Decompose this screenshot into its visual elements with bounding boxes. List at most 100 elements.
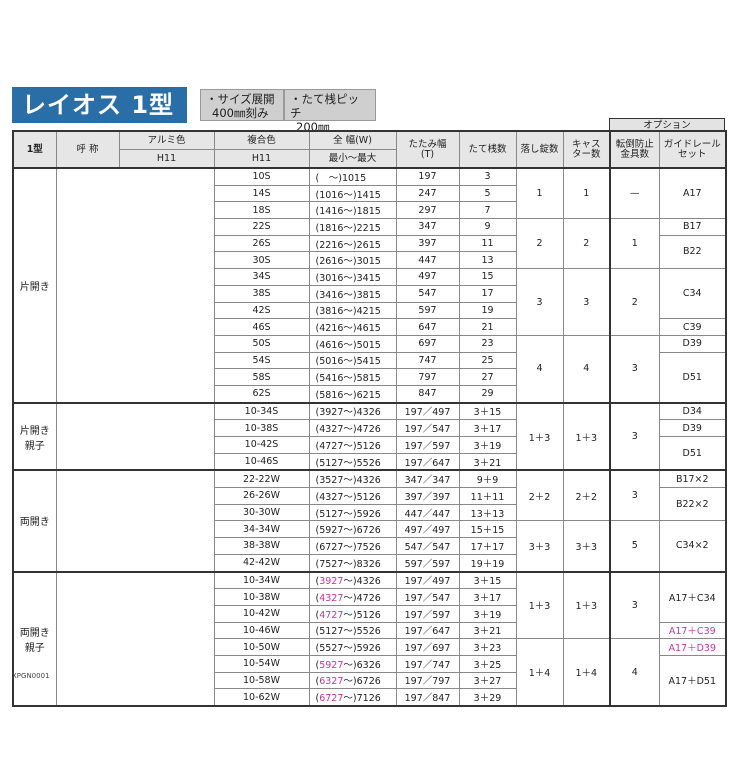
guide-rail-set: B22 <box>658 234 727 270</box>
width-min: 3416 <box>319 289 344 301</box>
guide-rail-set: A17＋C39 <box>658 621 727 640</box>
group-label: 片開き <box>12 167 57 404</box>
model-name: 58S <box>213 368 310 386</box>
model-name: 62S <box>213 384 310 404</box>
bar-count: 3＋29 <box>458 688 517 707</box>
antitip-count: — <box>609 167 660 220</box>
table-row: 両開き 親子 10-34W (3927〜)4326 197／497 3＋15 1＋3 1＋3… <box>12 570 727 707</box>
model-name: 34-34W <box>213 520 310 539</box>
width-max: 8326 <box>356 558 381 570</box>
width-min: 2616 <box>319 256 344 268</box>
model-name: 38S <box>213 284 310 303</box>
table-row: 46S (4216〜)4615 647 21 C39 <box>13 318 727 336</box>
width-range: (5927〜)6326 <box>308 654 397 673</box>
bar-count: 21 <box>458 318 517 336</box>
bar-count: 17 <box>458 284 517 303</box>
width-min: 4327 <box>319 491 344 503</box>
width-range: (6727〜)7126 <box>308 688 397 707</box>
width-range: ( 〜)1015 <box>308 166 397 186</box>
model-name: 26S <box>213 234 310 253</box>
width-max: 4726 <box>356 424 381 436</box>
guide-rail-set: B17×2 <box>658 469 727 489</box>
model-name: 10-38S <box>213 419 310 437</box>
model-name: 10-34W <box>213 570 310 590</box>
caster-count: 1＋3 <box>562 570 611 640</box>
model-name: 10-54W <box>213 654 310 673</box>
option-header: オプション <box>609 118 725 131</box>
width-min: 5016 <box>319 356 344 368</box>
fold-width: 197／597 <box>395 436 460 454</box>
width-min: 3816 <box>319 306 344 318</box>
spec-table: 1型 呼 称 アルミ色 複合色 全 幅(W) たたみ幅 (T) たて桟数 落し錠… <box>12 130 727 707</box>
header-guide: ガイドレール セット <box>658 130 727 169</box>
fold-width: 597／597 <box>395 553 460 573</box>
width-range: (3416〜)3815 <box>308 284 397 303</box>
width-min: 1016 <box>319 189 344 201</box>
width-range: (5816〜)6215 <box>308 384 397 404</box>
fold-width: 547／547 <box>395 537 460 555</box>
table-row: 34S (3016〜)3415 497 15 3 3 2 C34 <box>13 268 727 336</box>
width-min: 3527 <box>319 475 344 487</box>
model-name: 10-38W <box>213 588 310 606</box>
width-range: (4216〜)4615 <box>308 318 397 336</box>
table-row: 片開き 親子 10-34S (3927〜)4326 197／497 3＋15 1＋3 1＋3… <box>12 401 727 471</box>
caster-count: 3＋3 <box>562 520 611 572</box>
guide-rail-set: C39 <box>658 318 727 336</box>
width-range: (3927〜)4326 <box>308 401 397 421</box>
model-name: 10-46W <box>213 621 310 640</box>
width-min: 6727 <box>319 693 344 705</box>
width-max: 4326 <box>356 576 381 588</box>
bar-count: 11 <box>458 234 517 253</box>
header-width: 全 幅(W) <box>308 130 397 150</box>
width-range: (6727〜)7526 <box>308 537 397 555</box>
model-name: 34S <box>213 268 310 286</box>
bar-count: 11＋11 <box>458 487 517 505</box>
fold-width: 397／397 <box>395 487 460 505</box>
model-name: 54S <box>213 351 310 370</box>
width-max: 5815 <box>356 373 381 385</box>
header-name: 呼 称 <box>55 130 120 169</box>
width-range: (2216〜)2615 <box>308 234 397 253</box>
fold-width: 297 <box>395 201 460 220</box>
caster-count: 2 <box>562 218 611 270</box>
width-max: 6726 <box>356 676 381 688</box>
color-blank-cell <box>55 570 215 707</box>
bar-count: 13＋13 <box>458 503 517 522</box>
width-min: 4216 <box>319 323 344 335</box>
width-range: (4327〜)5126 <box>308 487 397 505</box>
fold-width: 197／497 <box>395 570 460 590</box>
width-max: 6726 <box>356 525 381 537</box>
lock-count: 3＋3 <box>515 520 564 572</box>
width-max: 1015 <box>341 172 367 184</box>
table-row: 38-38W (6727〜)7526 547／547 17＋17 <box>13 537 726 555</box>
fold-width: 197／497 <box>395 401 460 421</box>
bar-count: 5 <box>458 184 517 203</box>
bar-count: 3＋19 <box>458 604 517 623</box>
width-range: (5127〜)5926 <box>308 503 397 522</box>
guide-rail-set: A17＋C34 <box>658 570 727 623</box>
antitip-count: 5 <box>609 520 660 572</box>
model-name: 10-34S <box>213 401 310 421</box>
header-alumi: アルミ色 <box>118 130 215 150</box>
model-name: 38-38W <box>213 537 310 555</box>
fold-width: 547 <box>395 284 460 303</box>
bar-count: 15 <box>458 268 517 286</box>
bar-count: 25 <box>458 351 517 370</box>
note-bar-pitch: ・たて桟ピッチ 200㎜ <box>284 89 376 134</box>
fold-width: 197／647 <box>395 452 460 471</box>
width-range: (5416〜)5815 <box>308 368 397 386</box>
table-row: 14S (1016〜)1415 247 5 <box>13 184 726 203</box>
antitip-count: 3 <box>609 334 660 404</box>
catalog-code: XPGN0001 <box>12 672 50 680</box>
bar-count: 3＋21 <box>458 452 517 471</box>
lock-count: 4 <box>515 334 564 404</box>
width-range: (1816〜)2215 <box>308 218 397 236</box>
bar-count: 3 <box>458 166 517 186</box>
header-width-range: 最小〜最大 <box>308 149 397 169</box>
bar-count: 3＋27 <box>458 671 517 690</box>
width-max: 1815 <box>356 206 381 218</box>
model-name: 10-58W <box>213 671 310 690</box>
fold-width: 497 <box>395 268 460 286</box>
width-min: 4727 <box>319 440 344 452</box>
width-min: 4327 <box>319 424 344 436</box>
